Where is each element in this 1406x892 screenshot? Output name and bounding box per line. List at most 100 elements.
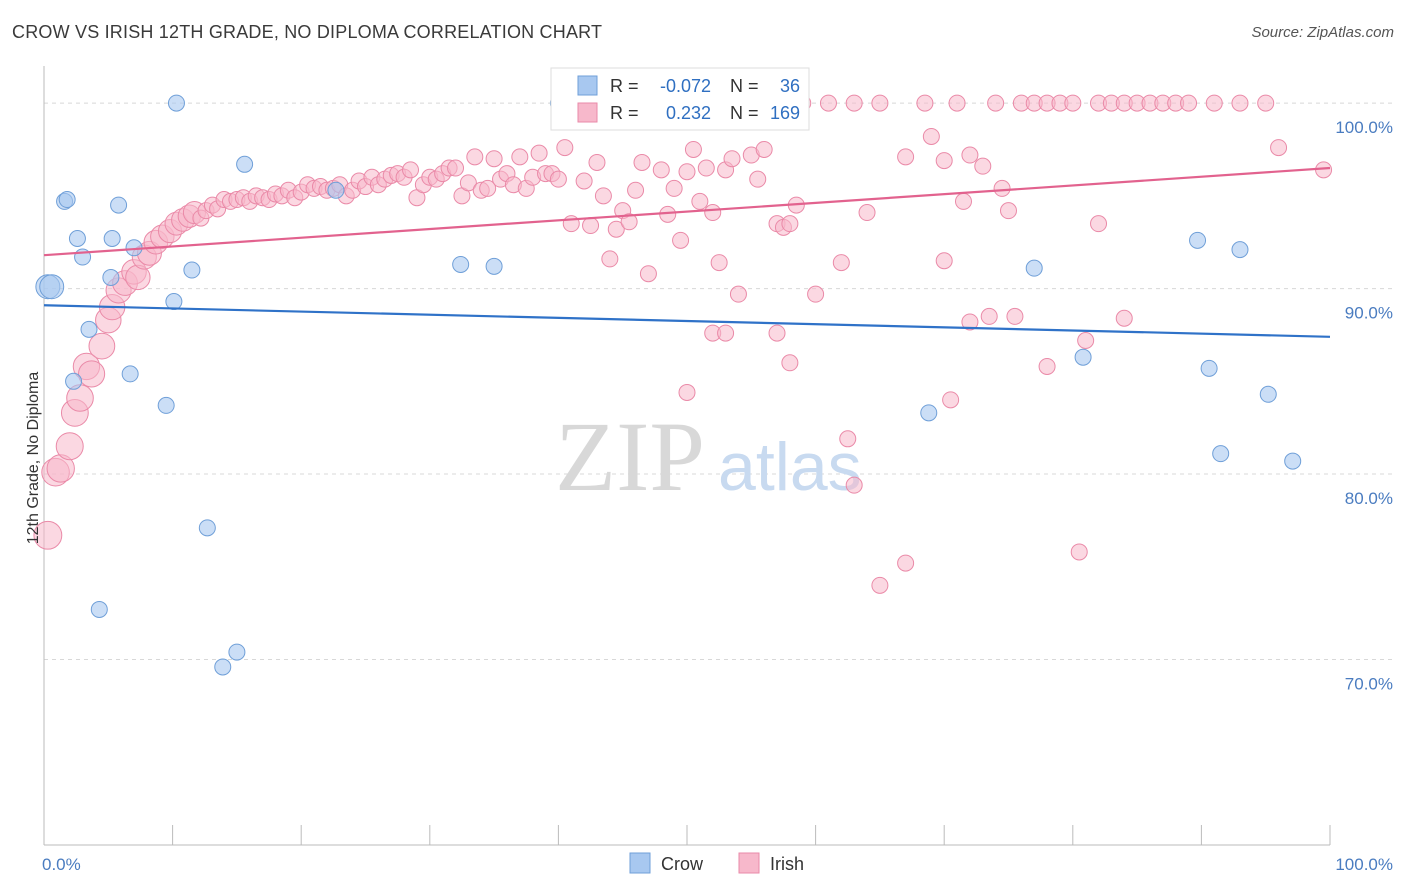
crow-point — [103, 229, 121, 247]
irish-trend-line — [43, 166, 1331, 257]
grid-lines — [44, 102, 1395, 661]
bottom-legend-label-irish: Irish — [770, 854, 804, 874]
irish-point — [781, 354, 799, 372]
irish-point — [935, 252, 953, 270]
irish-point — [652, 161, 670, 179]
crow-point — [1284, 452, 1302, 470]
y-tick-label: 90.0% — [1345, 304, 1393, 323]
irish-point — [916, 94, 934, 112]
crow-point — [198, 519, 216, 537]
irish-point — [594, 187, 612, 205]
irish-point — [55, 432, 84, 461]
legend-r-label-irish: R = — [610, 103, 639, 123]
irish-point — [620, 213, 638, 231]
irish-point — [845, 476, 863, 494]
irish-point — [922, 127, 940, 145]
legend-n-value-crow: 36 — [780, 76, 800, 96]
irish-point — [1077, 332, 1095, 350]
irish-point — [1070, 543, 1088, 561]
crow-point — [920, 404, 938, 422]
irish-point — [1257, 94, 1275, 112]
legend-r-label-crow: R = — [610, 76, 639, 96]
irish-point — [717, 324, 735, 342]
bottom-legend-label-crow: Crow — [661, 854, 704, 874]
crow-point — [167, 94, 185, 112]
irish-point — [459, 174, 477, 192]
irish-point — [665, 179, 683, 197]
irish-point — [704, 204, 722, 222]
irish-point — [729, 285, 747, 303]
y-tick-label: 100.0% — [1335, 118, 1393, 137]
irish-point — [871, 94, 889, 112]
watermark: ZIP atlas — [555, 401, 862, 512]
irish-point — [672, 231, 690, 249]
irish-point — [1090, 215, 1108, 233]
irish-point — [1064, 94, 1082, 112]
irish-point — [466, 148, 484, 166]
irish-point — [556, 139, 574, 157]
irish-point — [897, 148, 915, 166]
irish-point — [723, 150, 741, 168]
irish-point — [807, 285, 825, 303]
irish-point — [1115, 309, 1133, 327]
crow-point — [1231, 241, 1249, 259]
irish-point — [485, 150, 503, 168]
crow-points — [35, 94, 1302, 676]
irish-point — [845, 94, 863, 112]
source-label: Source: ZipAtlas.com — [1251, 24, 1394, 41]
bottom-legend-swatch-irish — [738, 852, 760, 874]
irish-point — [88, 332, 116, 360]
irish-point — [633, 153, 651, 171]
irish-point — [858, 204, 876, 222]
irish-point — [897, 554, 915, 572]
crow-point — [165, 293, 183, 311]
irish-point — [954, 192, 972, 210]
irish-point — [1205, 94, 1223, 112]
irish-point — [1006, 307, 1024, 325]
irish-point — [1180, 94, 1198, 112]
y-axis-label: 12th Grade, No Diploma — [25, 372, 42, 545]
legend-swatch-crow — [577, 75, 598, 96]
irish-point — [697, 159, 715, 177]
bottom-legend-swatch-crow — [629, 852, 651, 874]
irish-point — [627, 181, 645, 199]
y-tick-label: 80.0% — [1345, 489, 1393, 508]
irish-point — [78, 360, 106, 388]
irish-point — [601, 250, 619, 268]
crow-point — [1259, 385, 1277, 403]
irish-point — [980, 307, 998, 325]
irish-point — [691, 192, 709, 210]
y-tick-labels: 100.0% 90.0% 80.0% 70.0% — [1335, 118, 1393, 693]
irish-point — [479, 179, 497, 197]
crow-point — [68, 229, 86, 247]
irish-point — [710, 254, 728, 272]
irish-point — [839, 430, 857, 448]
crow-point — [102, 268, 120, 286]
axes — [43, 66, 1331, 846]
irish-point — [575, 172, 593, 190]
crow-point — [39, 274, 65, 300]
irish-point — [961, 313, 979, 331]
irish-point — [678, 383, 696, 401]
crow-point — [214, 658, 232, 676]
trend-lines — [43, 166, 1331, 338]
irish-point — [678, 163, 696, 181]
irish-point — [530, 144, 548, 162]
irish-point — [819, 94, 837, 112]
y-tick-label: 70.0% — [1345, 675, 1393, 694]
crow-point — [1189, 231, 1207, 249]
irish-points — [33, 94, 1333, 594]
irish-point — [1000, 202, 1017, 220]
crow-point — [157, 396, 175, 414]
crow-point — [80, 320, 98, 338]
x-tick-label: 0.0% — [42, 855, 81, 874]
watermark-atlas: atlas — [718, 429, 862, 505]
crow-point — [485, 257, 503, 275]
crow-point — [1074, 348, 1092, 366]
crow-point — [228, 643, 246, 661]
irish-point — [781, 215, 799, 233]
irish-point — [942, 391, 960, 409]
x-tick-labels: 0.0% 100.0% — [42, 855, 1393, 874]
irish-point — [987, 94, 1005, 112]
